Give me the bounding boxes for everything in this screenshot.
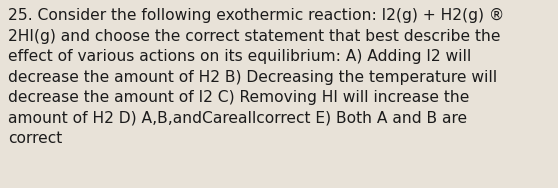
- Text: 25. Consider the following exothermic reaction: I2(g) + H2(g) ®
2HI(g) and choos: 25. Consider the following exothermic re…: [8, 8, 505, 146]
